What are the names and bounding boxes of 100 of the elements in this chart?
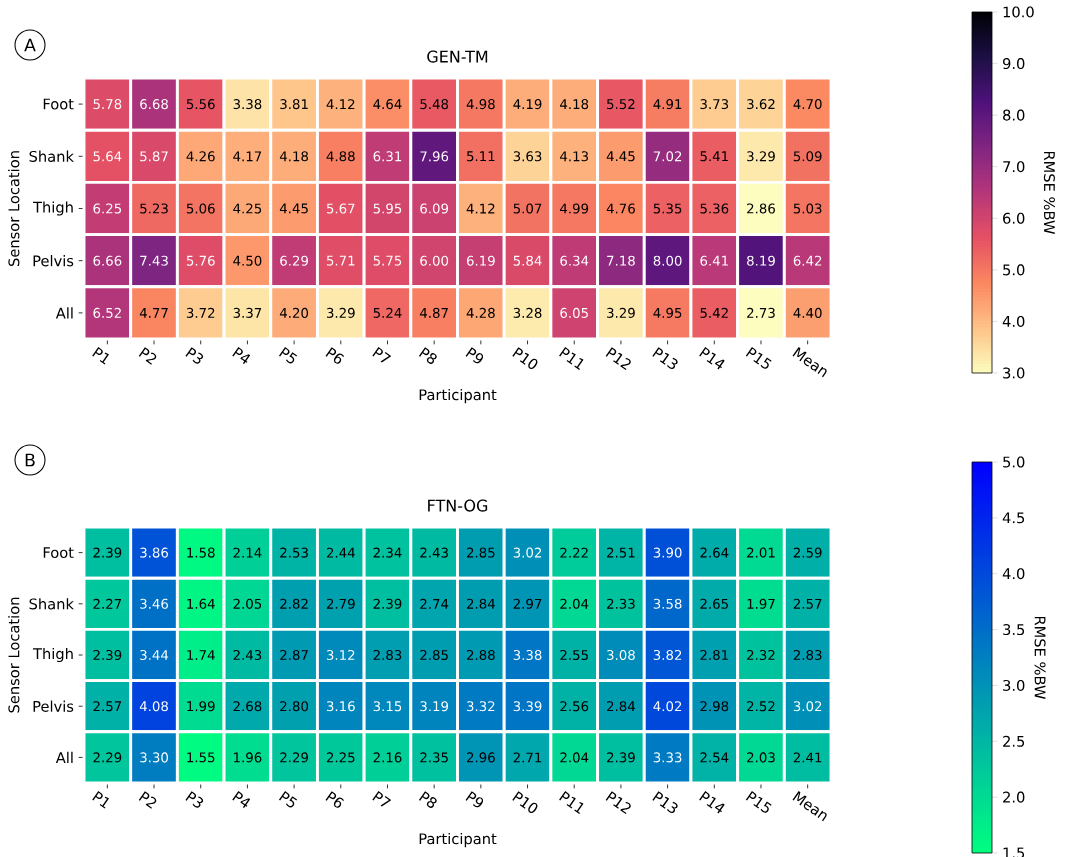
data-label: 5.71 [326,255,355,266]
data-label: 2.39 [93,649,122,661]
data-label: 2.68 [233,701,262,712]
data-label: 6.66 [93,255,122,266]
data-label: 2.16 [373,752,402,763]
data-label: 2.14 [233,547,262,558]
data-label: 1.58 [187,547,215,558]
data-label: 3.33 [653,752,682,763]
data-label: 4.18 [560,99,589,110]
data-label: 4.20 [279,307,309,318]
data-label: 3.90 [653,547,682,558]
data-label: 2.86 [747,203,775,214]
data-label: 3.19 [420,701,449,712]
data-label: 7.02 [653,151,682,162]
data-label: 3.39 [513,701,542,712]
data-label: 1.97 [747,598,775,609]
data-label: 5.36 [700,203,729,214]
data-label: 2.79 [326,598,355,609]
data-label: 3.12 [326,649,355,661]
x-tick-label: P12 [605,791,631,815]
data-label: 5.52 [607,99,635,110]
data-label: 2.52 [747,701,775,712]
y-tick-label: All [55,751,73,763]
color-bar-label: 4.5 [1002,512,1025,524]
data-label: 4.08 [139,701,168,712]
data-label: 6.41 [700,255,728,266]
data-label: 2.73 [747,307,775,318]
color-bar-label: 6.0 [1003,212,1025,224]
data-label: 5.03 [793,203,822,214]
data-label: 2.56 [560,701,589,712]
data-label: 2.84 [466,598,495,609]
data-label: 2.39 [373,598,402,609]
x-tick-label: P1 [92,791,109,809]
data-label: 8.19 [747,255,775,266]
data-label: 2.84 [607,701,635,712]
data-label: 4.28 [466,307,495,318]
x-tick-label: P11 [559,791,584,814]
data-label: 4.64 [373,99,402,110]
data-label: 4.91 [653,99,682,110]
data-label: 2.82 [280,598,308,609]
data-label: 2.96 [466,752,495,763]
x-tick-label: P9 [465,791,484,808]
x-tick-label: P6 [325,347,344,364]
y-tick-label: Foot [43,547,74,559]
color-bar-label: 8.0 [1003,109,1025,121]
data-label: 2.25 [326,752,355,763]
y-tick-label: Pelvis [33,700,74,712]
data-label: 3.58 [653,598,682,609]
data-label: 5.56 [186,99,215,110]
data-label: 2.57 [793,598,822,609]
x-tick-label: P12 [605,347,631,371]
data-label: 2.39 [93,547,122,558]
color-bar-title: RMSE %BW [1043,151,1055,235]
data-label: 5.76 [186,255,215,266]
data-label: 5.78 [93,99,122,110]
data-label: 6.31 [373,151,402,162]
data-label: 2.98 [700,701,729,712]
data-label: 6.68 [140,99,168,110]
data-label: 6.52 [93,307,121,318]
data-label: 3.86 [140,547,169,558]
x-tick-label: P7 [372,791,392,807]
color-bar-title: RMSE %BW [1034,616,1046,700]
data-label: 5.87 [140,151,168,162]
data-label: 2.65 [700,598,728,609]
data-label: 1.99 [187,701,215,712]
data-label: 6.29 [280,255,308,266]
y-tick-label: Shank [29,598,74,610]
y-tick-label: Foot [43,98,74,110]
data-label: 2.04 [560,598,589,609]
color-bar-label: 5.0 [1003,264,1025,276]
data-label: 2.71 [513,752,542,763]
data-label: 3.82 [653,649,682,661]
data-label: 3.32 [467,701,495,712]
color-bar-label: 10.0 [1003,6,1034,18]
chart-title: FTN-OG [428,499,488,512]
data-label: 3.81 [280,99,308,110]
data-label: 3.44 [140,649,169,661]
x-tick-label: P9 [465,347,484,364]
data-label: 2.55 [560,649,588,661]
data-label: 8.00 [653,255,682,266]
data-label: 2.29 [93,752,122,763]
data-label: 3.29 [607,307,635,318]
x-tick-label: P15 [745,791,772,813]
data-label: 2.41 [793,752,822,763]
y-tick-label: Shank [29,150,74,162]
x-axis-title: Participant [419,832,497,848]
data-label: 4.40 [793,307,822,318]
data-label: 1.74 [187,650,215,660]
x-tick-label: P13 [652,347,678,370]
data-label: 4.88 [326,151,355,162]
color-bar-label: 3.5 [1003,624,1025,636]
data-label: 3.38 [233,99,262,110]
color-bar-label: 3.0 [1003,367,1025,379]
data-label: 5.06 [186,203,215,214]
x-tick-label: P14 [699,347,725,370]
data-label: 1.96 [234,752,262,763]
data-label: 2.83 [793,649,822,661]
y-tick-label: Thigh [32,647,73,663]
x-tick-label: P3 [185,791,204,808]
data-label: 4.13 [560,151,588,162]
